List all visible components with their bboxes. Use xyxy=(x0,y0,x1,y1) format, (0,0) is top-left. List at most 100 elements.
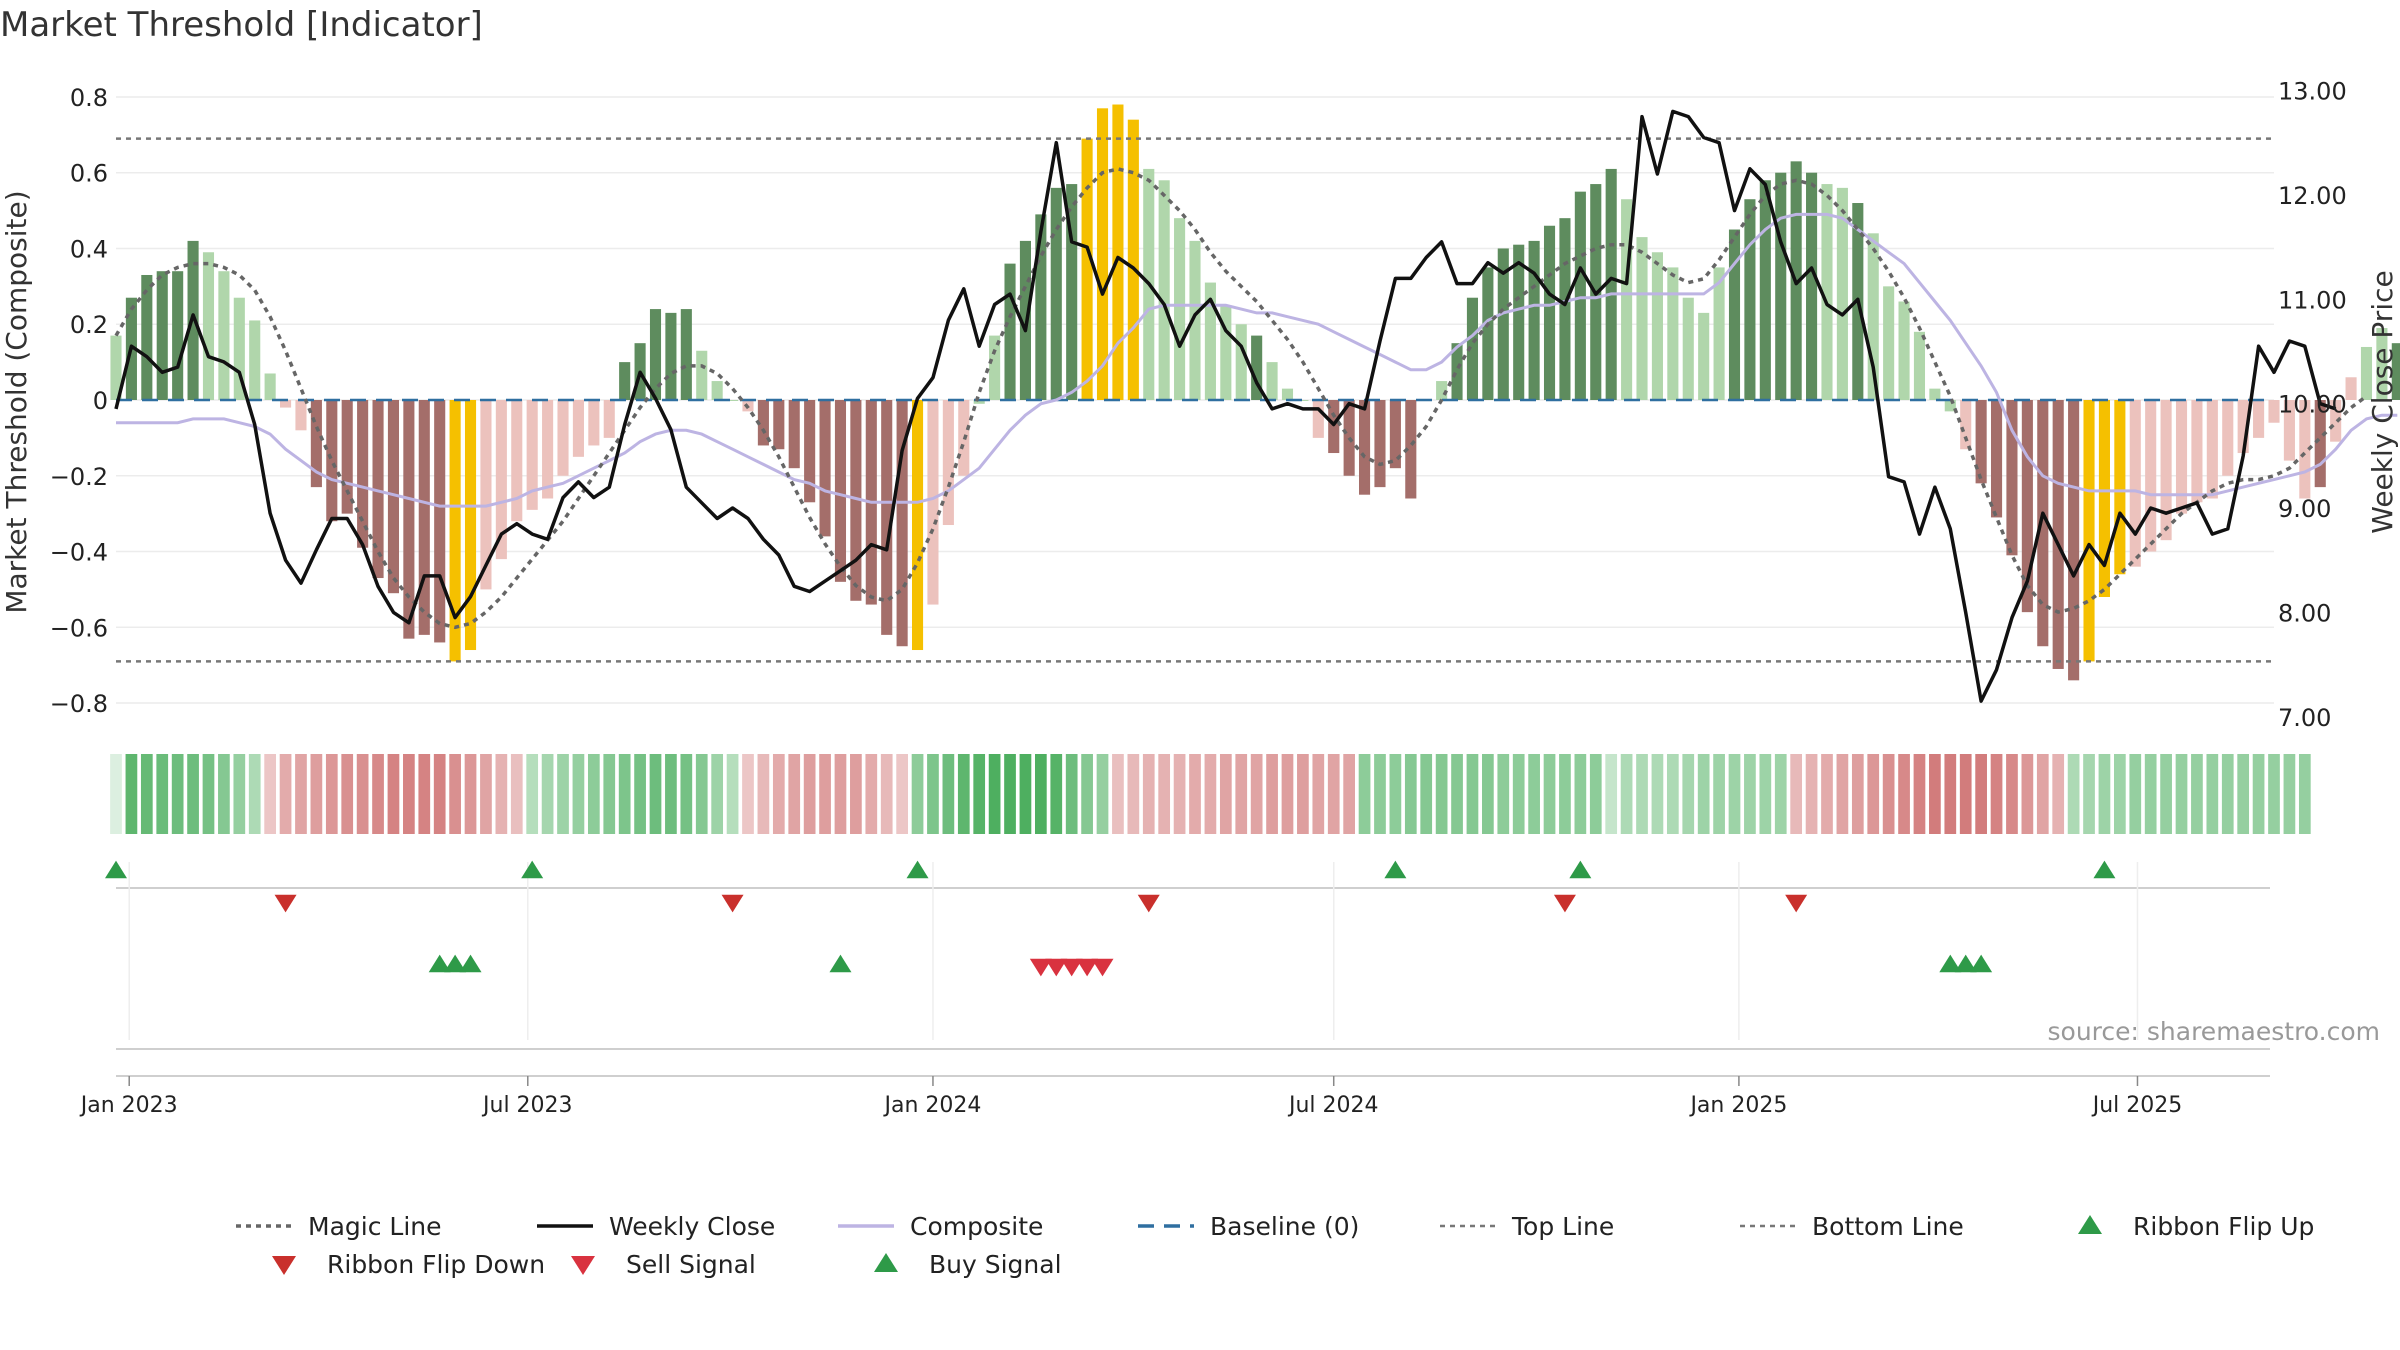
y-left-tick-label: −0.6 xyxy=(50,614,108,642)
y-left-tick-label: −0.8 xyxy=(50,690,108,718)
ribbon-cell xyxy=(2129,754,2142,834)
composite-bar xyxy=(310,400,322,488)
composite-bar xyxy=(280,400,292,408)
ribbon-cell xyxy=(1127,754,1140,834)
composite-bar xyxy=(2098,400,2110,597)
composite-bar xyxy=(1960,400,1972,450)
legend-item-top: Top Line xyxy=(1440,1212,1614,1241)
ribbon-cell xyxy=(1913,754,1926,834)
composite-bar xyxy=(1759,180,1771,400)
ribbon-cell xyxy=(218,754,230,834)
legend-label-buy: Buy Signal xyxy=(929,1250,1062,1279)
ribbon-cell xyxy=(2021,754,2034,834)
composite-bar xyxy=(295,400,307,431)
y-right-tick-label: 11.00 xyxy=(2278,286,2347,314)
composite-bar xyxy=(1836,187,1848,400)
ribbon-cell xyxy=(2268,754,2280,834)
ribbon-cell xyxy=(156,754,169,834)
composite-bar xyxy=(1374,400,1386,488)
ribbon-cell xyxy=(2298,754,2311,834)
ribbon-cell xyxy=(1744,754,1756,834)
ribbon-cell xyxy=(2252,754,2265,834)
legend-swatch-sell xyxy=(571,1256,595,1275)
composite-bar xyxy=(2052,400,2064,669)
composite-bar xyxy=(619,362,631,400)
composite-bar xyxy=(1220,305,1232,400)
composite-bar xyxy=(911,400,924,651)
composite-bar xyxy=(1883,286,1895,400)
ribbon-cell xyxy=(1173,754,1186,834)
ribbon-cell xyxy=(1019,754,1032,834)
ribbon-cell xyxy=(2160,754,2172,834)
composite-bar xyxy=(141,274,153,400)
axes-layer: 0.8 0.6 0.4 0.2 0 −0.2 −0.4 −0.6 −0.8 13.00 12.00 1… xyxy=(50,78,2347,732)
legend-label-flip_down: Ribbon Flip Down xyxy=(327,1250,545,1279)
composite-bar xyxy=(495,400,507,560)
y-left-tick-label: −0.4 xyxy=(50,539,108,567)
legend: Magic Line Weekly Close Composite Baseline … xyxy=(236,1212,2314,1279)
x-tick-label: Jul 2025 xyxy=(2091,1093,2183,1118)
ribbon-cell xyxy=(125,754,138,834)
ribbon-cell xyxy=(618,754,631,834)
composite-bar xyxy=(2222,400,2234,476)
legend-label-close: Weekly Close xyxy=(609,1212,775,1241)
ribbon-cell xyxy=(449,754,461,834)
ribbon-cell xyxy=(480,754,492,834)
composite-bar xyxy=(1929,388,1941,400)
x-tick-label: Jan 2023 xyxy=(79,1093,178,1118)
ribbon-cell xyxy=(695,754,708,834)
ribbon-cell xyxy=(387,754,400,834)
ribbon-cell xyxy=(1081,754,1093,834)
ribbon-cell xyxy=(1944,754,1957,834)
composite-bar xyxy=(1975,400,1987,484)
composite-bar xyxy=(1127,119,1139,400)
sell-signal-marker xyxy=(1029,958,1052,977)
buy-signal-marker xyxy=(829,954,852,973)
y-left-tick-label: 0.8 xyxy=(70,84,108,112)
ribbon-flip-down-marker xyxy=(721,894,744,913)
composite-bar xyxy=(1574,191,1586,400)
ribbon-cell xyxy=(1034,754,1047,834)
ribbon-cell xyxy=(372,754,384,834)
composite-bar xyxy=(757,400,769,446)
composite-bar xyxy=(2129,400,2141,567)
ribbon-cell xyxy=(1528,754,1540,834)
x-tick-label: Jan 2024 xyxy=(883,1093,982,1118)
ribbon-flip-down-marker xyxy=(1137,894,1160,913)
composite-bar xyxy=(572,400,584,457)
lines-layer xyxy=(114,109,2398,703)
ribbon-cell xyxy=(1343,754,1356,834)
ribbon-cell xyxy=(788,754,801,834)
ribbon-cell xyxy=(2113,754,2126,834)
composite-bar xyxy=(1158,180,1170,400)
ribbon-cell xyxy=(1990,754,2003,834)
composite-bar xyxy=(1605,168,1617,400)
composite-bar xyxy=(1359,400,1371,495)
ribbon-cell xyxy=(973,754,986,834)
ribbon-cell xyxy=(1636,754,1648,834)
ribbon-cell xyxy=(603,754,616,834)
legend-label-sell: Sell Signal xyxy=(626,1250,756,1279)
ribbon-cell xyxy=(772,754,785,834)
composite-bar xyxy=(2345,377,2357,400)
legend-item-flip_up: Ribbon Flip Up xyxy=(2078,1212,2314,1241)
composite-bar xyxy=(1204,282,1216,400)
buy-signal-marker xyxy=(1954,954,1977,973)
ribbon-cell xyxy=(1112,754,1124,834)
composite-bar xyxy=(1266,362,1278,400)
ribbon-cell xyxy=(1620,754,1633,834)
composite-bar xyxy=(172,271,184,400)
ribbon-cell xyxy=(1805,754,1818,834)
ribbon-cell xyxy=(988,754,1001,834)
ribbon-flip-down-marker xyxy=(274,894,297,913)
composite-bar xyxy=(2314,400,2326,488)
composite-bar xyxy=(1898,301,1910,400)
ribbon-cell xyxy=(2175,754,2188,834)
composite-bar xyxy=(1174,218,1186,400)
legend-label-flip_up: Ribbon Flip Up xyxy=(2133,1212,2314,1241)
y-right-tick-label: 7.00 xyxy=(2278,704,2331,732)
composite-bar xyxy=(326,400,338,522)
composite-bar xyxy=(804,400,816,503)
composite-bar xyxy=(2006,400,2018,556)
